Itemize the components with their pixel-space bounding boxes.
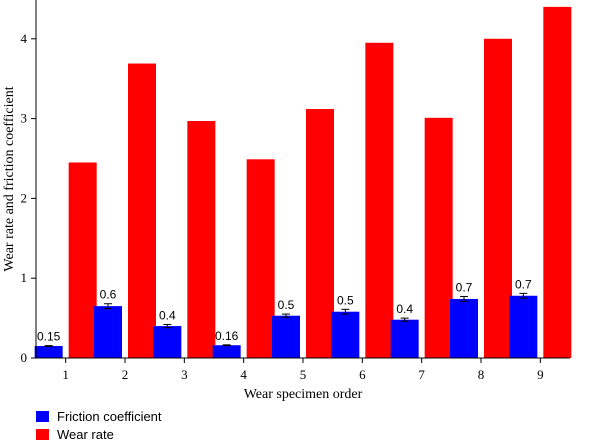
x-tick-label: 2 [122, 367, 129, 382]
bar-wear-rate [128, 63, 156, 359]
bar-friction-coefficient [94, 306, 122, 358]
data-label-friction: 0.5 [278, 298, 295, 312]
x-axis-title: Wear specimen order [244, 387, 363, 402]
y-tick-label: 1 [21, 270, 28, 285]
x-tick-label: 7 [418, 367, 425, 382]
legend-swatch [36, 429, 49, 440]
bars-group: 0.15 0.6 0.4 0.16 0.5 0.5 0.4 0.7 0.7 [34, 6, 572, 359]
legend-label: Wear rate [57, 427, 114, 441]
x-tick-label: 6 [359, 367, 366, 382]
data-label-friction: 0.7 [456, 281, 473, 295]
bar-friction-coefficient [331, 311, 360, 358]
bar-friction-coefficient [212, 345, 241, 358]
bar-wear-rate [543, 6, 572, 358]
x-tick-label: 4 [240, 367, 247, 382]
y-tick-label: 3 [21, 111, 28, 126]
bar-friction-coefficient [509, 295, 538, 358]
bar-friction-coefficient [450, 298, 478, 358]
y-tick-label: 4 [21, 31, 28, 46]
y-axis-title: Wear rate and friction coefficient [2, 86, 17, 271]
data-label-friction: 0.15 [37, 330, 61, 344]
legend-label: Friction coefficient [57, 409, 162, 424]
x-tick-label: 8 [478, 367, 485, 382]
y-tick-label: 2 [21, 190, 28, 205]
bar-friction-coefficient [272, 315, 300, 358]
bar-wear-rate [246, 159, 275, 358]
bar-wear-rate [365, 42, 394, 358]
bar-wear-rate [68, 162, 97, 358]
legend-swatch [36, 411, 49, 422]
bar-wear-rate [424, 117, 453, 358]
bar-friction-coefficient [34, 346, 63, 358]
x-ticks-group: 1 2 3 4 5 6 7 8 9 [62, 358, 544, 382]
data-label-friction: 0.7 [515, 277, 532, 291]
bar-wear-rate [484, 38, 512, 359]
x-tick-label: 1 [62, 367, 69, 382]
y-ticks-group: 0 1 2 3 4 [21, 31, 36, 365]
x-tick-label: 5 [300, 367, 307, 382]
x-tick-label: 3 [181, 367, 188, 382]
bar-wear-rate [306, 109, 334, 358]
bar-friction-coefficient [153, 326, 182, 358]
data-label-friction: 0.4 [159, 308, 176, 322]
bar-wear-rate [187, 120, 216, 358]
bar-friction-coefficient [390, 319, 419, 358]
data-label-friction: 0.4 [396, 302, 413, 316]
data-label-friction: 0.5 [337, 293, 354, 307]
legend: Friction coefficient Wear rate [36, 409, 162, 441]
y-tick-label: 0 [21, 350, 28, 365]
x-tick-label: 9 [537, 367, 544, 382]
data-label-friction: 0.6 [100, 288, 117, 302]
data-label-friction: 0.16 [215, 329, 239, 343]
